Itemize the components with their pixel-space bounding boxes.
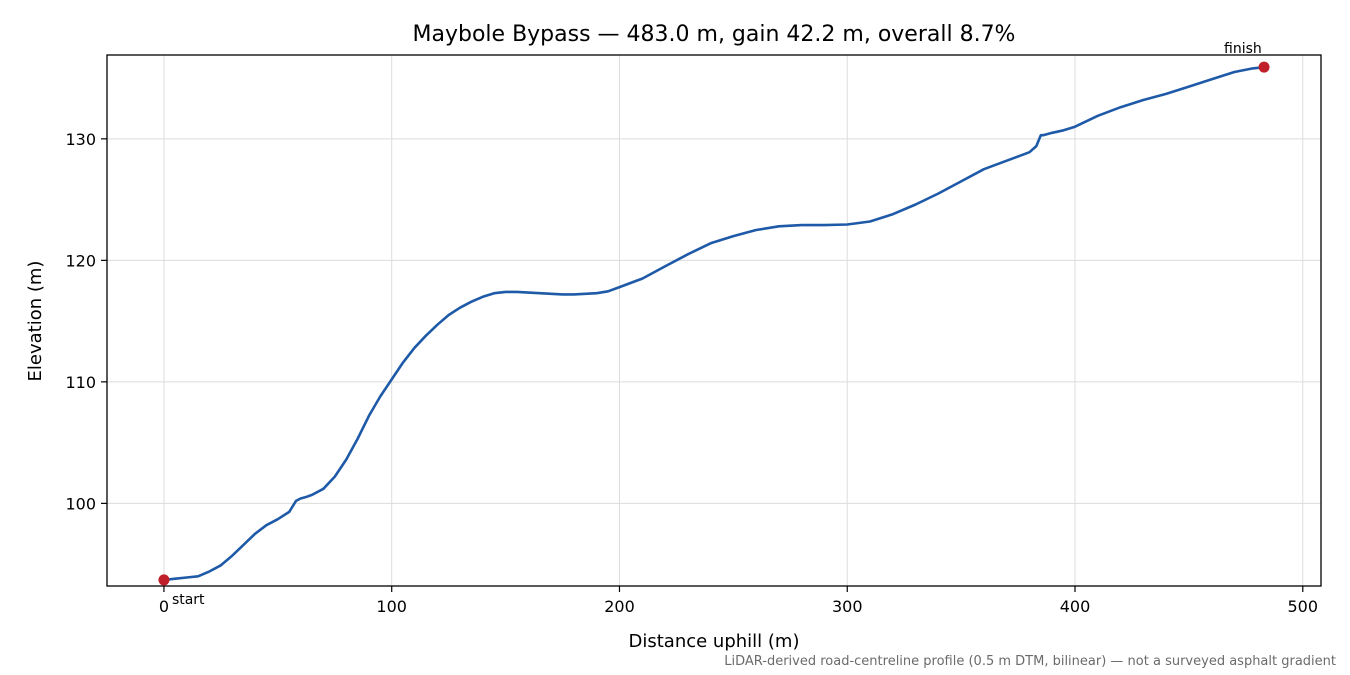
- y-tick-label: 100: [65, 494, 96, 513]
- footnote: LiDAR-derived road-centreline profile (0…: [724, 654, 1336, 669]
- x-axis-label: Distance uphill (m): [629, 631, 800, 652]
- plot-area-frame: [106, 54, 1322, 587]
- start-label: start: [172, 592, 205, 608]
- start-marker: [158, 574, 170, 586]
- x-tick-label: 100: [376, 597, 407, 616]
- y-tick-label: 120: [65, 251, 96, 270]
- x-tick-label: 500: [1288, 597, 1319, 616]
- finish-label: finish: [1224, 41, 1262, 57]
- y-axis-label: Elevation (m): [25, 261, 46, 382]
- x-tick-label: 0: [159, 597, 169, 616]
- x-tick-label: 400: [1060, 597, 1091, 616]
- x-tick-label: 200: [604, 597, 635, 616]
- y-tick-label: 130: [65, 130, 96, 149]
- chart-title: Maybole Bypass — 483.0 m, gain 42.2 m, o…: [413, 22, 1016, 47]
- marker-layer: start finish: [158, 41, 1270, 608]
- axis-ticks: 0 100 200 300 400 500 100 110 120 130: [65, 130, 1318, 616]
- elevation-profile-line: [162, 65, 1266, 582]
- gridlines: [107, 55, 1321, 586]
- finish-marker: [1258, 61, 1270, 73]
- x-tick-label: 300: [832, 597, 863, 616]
- series-layer: [162, 65, 1266, 582]
- y-tick-label: 110: [65, 373, 96, 392]
